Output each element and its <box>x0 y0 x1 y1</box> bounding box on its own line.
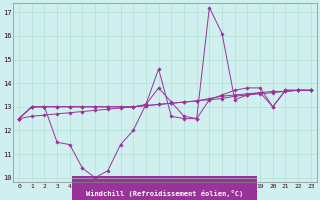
X-axis label: Windchill (Refroidissement éolien,°C): Windchill (Refroidissement éolien,°C) <box>86 190 244 197</box>
